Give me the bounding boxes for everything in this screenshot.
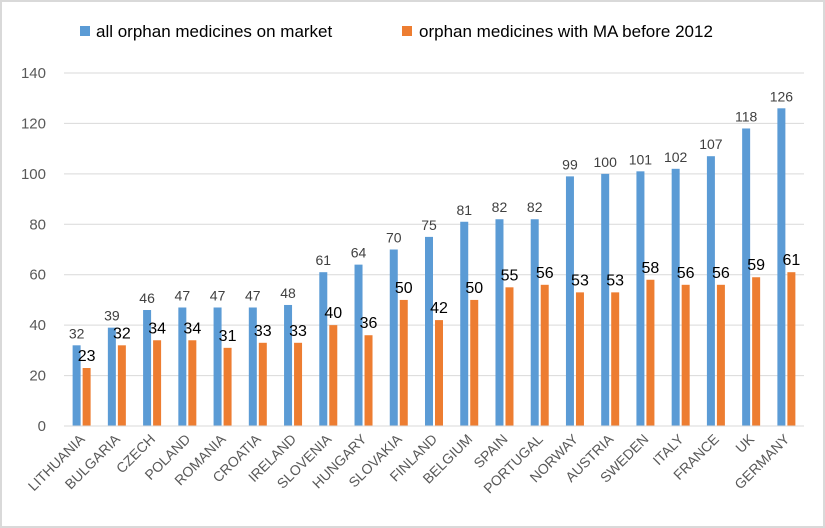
bar-all	[460, 221, 469, 426]
data-label: 59	[747, 257, 765, 274]
bar-before-2012	[752, 277, 761, 426]
bar-all	[777, 108, 786, 427]
y-tick-label: 40	[29, 317, 46, 334]
bar-before-2012	[470, 299, 479, 426]
y-tick-label: 100	[21, 166, 46, 183]
y-tick-label: 60	[29, 267, 46, 284]
data-label: 102	[664, 149, 688, 165]
legend-swatch	[80, 26, 90, 36]
data-label: 53	[571, 272, 589, 289]
bar-all	[530, 219, 539, 426]
y-tick-label: 140	[21, 65, 46, 82]
data-label: 126	[770, 88, 794, 104]
data-label: 32	[69, 325, 85, 341]
data-label: 33	[254, 323, 272, 340]
bar-before-2012	[646, 279, 655, 426]
bar-all	[248, 307, 257, 426]
data-label: 118	[735, 108, 758, 124]
data-label: 82	[492, 199, 508, 215]
data-label: 64	[351, 245, 367, 261]
data-label: 100	[594, 154, 618, 170]
bar-all	[178, 307, 187, 426]
data-label: 47	[210, 287, 226, 303]
bar-all	[636, 171, 645, 426]
bar-before-2012	[364, 335, 373, 426]
y-tick-label: 80	[29, 216, 46, 233]
data-label: 34	[148, 320, 166, 337]
bar-all	[601, 173, 610, 426]
y-tick-label: 120	[21, 115, 46, 132]
y-tick-label: 20	[29, 368, 46, 385]
bar-all	[213, 307, 222, 426]
bar-before-2012	[223, 347, 232, 426]
data-label: 36	[360, 315, 378, 332]
data-label: 31	[219, 328, 237, 345]
bar-all	[72, 345, 81, 426]
data-label: 42	[430, 300, 448, 317]
bar-all	[565, 176, 574, 426]
bar-before-2012	[611, 292, 620, 426]
data-label: 61	[782, 252, 800, 269]
bar-before-2012	[716, 284, 725, 426]
data-label: 46	[139, 290, 155, 306]
bar-all	[319, 272, 328, 426]
data-label: 81	[456, 202, 472, 218]
data-label: 50	[395, 280, 413, 297]
data-label: 33	[289, 323, 307, 340]
bar-before-2012	[329, 325, 338, 426]
data-label: 56	[536, 265, 554, 282]
data-label: 61	[315, 252, 331, 268]
bar-before-2012	[787, 272, 796, 426]
category-label: UK	[732, 430, 758, 456]
bar-all	[107, 327, 116, 426]
data-label: 53	[606, 272, 624, 289]
data-label: 58	[642, 260, 660, 277]
bar-before-2012	[435, 320, 443, 426]
bar-before-2012	[82, 368, 91, 426]
bar-all	[671, 168, 680, 427]
data-label: 48	[280, 285, 296, 301]
data-label: 40	[324, 305, 342, 322]
data-label: 34	[183, 320, 201, 337]
bar-all	[284, 304, 293, 426]
legend-swatch	[402, 26, 412, 36]
data-label: 101	[629, 151, 653, 167]
legend-label: all orphan medicines on market	[96, 22, 333, 41]
bar-before-2012	[681, 284, 690, 426]
data-label: 55	[501, 267, 519, 284]
bar-all	[354, 264, 363, 426]
data-label: 70	[386, 230, 402, 246]
data-label: 107	[699, 136, 723, 152]
y-tick-label: 0	[38, 418, 46, 435]
bar-before-2012	[540, 284, 549, 426]
data-label: 56	[712, 265, 730, 282]
bar-before-2012	[258, 342, 267, 426]
data-label: 75	[421, 217, 437, 233]
bar-all	[706, 156, 715, 426]
bar-all	[742, 128, 751, 426]
data-label: 32	[113, 325, 131, 342]
bar-before-2012	[188, 340, 197, 426]
data-label: 23	[78, 348, 96, 365]
data-label: 99	[562, 156, 578, 172]
bar-before-2012	[117, 345, 126, 426]
bar-all	[389, 249, 398, 426]
bar-all	[143, 310, 152, 426]
data-label: 82	[527, 199, 543, 215]
data-label: 50	[465, 280, 483, 297]
data-label: 39	[104, 308, 120, 324]
bar-all	[495, 219, 504, 426]
legend-label: orphan medicines with MA before 2012	[419, 22, 713, 41]
data-label: 47	[175, 287, 191, 303]
data-label: 47	[245, 287, 261, 303]
bar-before-2012	[294, 342, 303, 426]
bar-before-2012	[575, 292, 584, 426]
data-label: 56	[677, 265, 695, 282]
bar-before-2012	[399, 299, 408, 426]
bar-before-2012	[505, 287, 514, 426]
bar-all	[425, 236, 433, 426]
bar-before-2012	[153, 340, 162, 426]
